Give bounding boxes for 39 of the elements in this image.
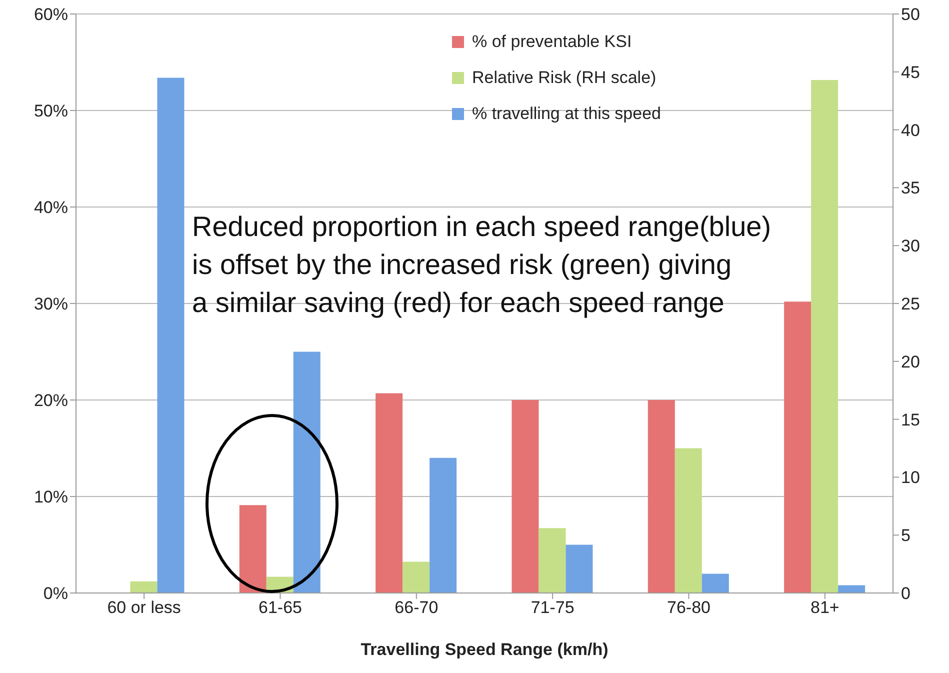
y2-tick-label: 35 <box>901 178 920 198</box>
y-tick-label: 50% <box>34 102 68 121</box>
y2-tick-label: 45 <box>901 62 920 82</box>
legend-label: % of preventable KSI <box>472 32 632 52</box>
y2-tick-label: 15 <box>901 410 920 430</box>
bar <box>376 393 403 593</box>
bar <box>130 581 158 593</box>
bar <box>157 78 184 593</box>
x-tick-label: 61-65 <box>258 598 302 618</box>
y2-tick-label: 50 <box>901 5 920 24</box>
bar <box>239 505 266 593</box>
x-axis-title: Travelling Speed Range (km/h) <box>360 640 608 659</box>
bar <box>838 585 866 593</box>
x-tick-label: 66-70 <box>394 598 438 618</box>
y2-tick-label: 25 <box>901 294 920 314</box>
bar <box>512 400 539 593</box>
legend-label: Relative Risk (RH scale) <box>472 68 656 88</box>
x-tick-label: 76-80 <box>667 598 710 618</box>
bar <box>702 574 729 593</box>
legend-label: % travelling at this speed <box>472 104 661 124</box>
y2-tick-label: 40 <box>901 120 920 140</box>
x-tick-label: 71-75 <box>530 598 574 618</box>
bar <box>402 562 430 593</box>
y-tick-label: 20% <box>34 391 68 410</box>
y2-tick-label: 30 <box>901 236 920 256</box>
x-tick-label: 60 or less <box>107 598 181 618</box>
y2-tick-label: 20 <box>901 352 920 372</box>
bar <box>293 352 320 593</box>
y-tick-label: 10% <box>34 488 68 507</box>
y2-tick-label: 5 <box>901 526 910 546</box>
y2-tick-label: 10 <box>901 468 920 488</box>
bar <box>430 458 457 593</box>
annotation: Reduced proportion in each speed range(blue) is offset by the increased risk (green) giving a similar saving (red) for each speed range <box>192 210 772 320</box>
y2-tick-label: 0 <box>901 584 910 604</box>
x-tick-label: 81+ <box>810 598 840 618</box>
y-tick-label: 30% <box>34 294 68 314</box>
y-tick-label: 40% <box>34 198 68 218</box>
y-tick-label: 0% <box>43 584 68 604</box>
y-tick-label: 60% <box>34 5 68 24</box>
